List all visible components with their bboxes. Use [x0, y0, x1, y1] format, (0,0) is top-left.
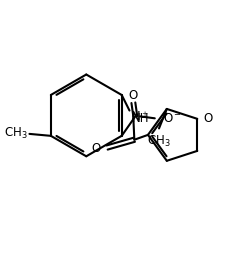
Text: O: O: [203, 112, 212, 125]
Text: O: O: [129, 89, 138, 102]
Text: O: O: [91, 142, 100, 155]
Text: CH$_3$: CH$_3$: [147, 134, 171, 149]
Text: NH: NH: [132, 113, 149, 126]
Text: N: N: [131, 110, 140, 123]
Text: CH$_3$: CH$_3$: [4, 126, 28, 141]
Text: O$^-$: O$^-$: [163, 112, 182, 125]
Text: $^+$: $^+$: [140, 112, 149, 121]
